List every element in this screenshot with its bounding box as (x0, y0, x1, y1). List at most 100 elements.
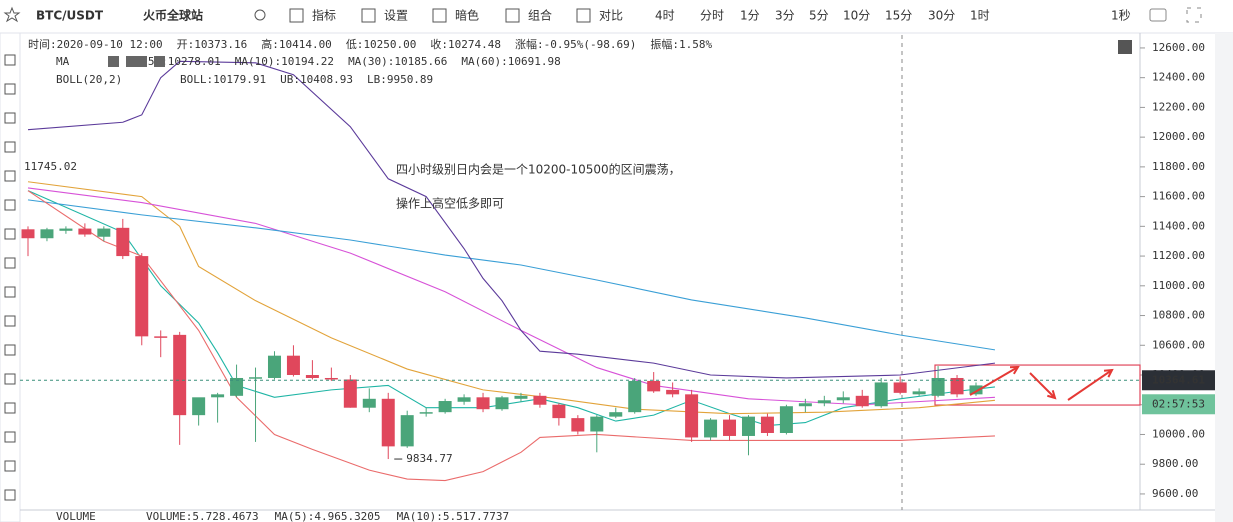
speed[interactable]: 1秒 (1111, 9, 1131, 23)
tool-icon[interactable] (4, 315, 16, 327)
star-icon[interactable] (3, 6, 21, 23)
tool-icon[interactable] (4, 286, 16, 298)
period[interactable]: 30分 (928, 9, 955, 23)
expand-icon[interactable] (1118, 40, 1132, 54)
tool-icon[interactable] (4, 489, 16, 501)
candle-body (741, 416, 755, 436)
volume-item: VOLUME:5.728.4673 (146, 510, 259, 522)
period[interactable]: 分时 (700, 9, 724, 23)
period[interactable]: 5分 (809, 9, 829, 23)
candle-body (874, 382, 888, 407)
fullscreen-icon[interactable] (1186, 7, 1202, 23)
countdown: 02:57:53 (1152, 397, 1205, 410)
candle-body (97, 228, 111, 237)
candle-body (912, 391, 926, 395)
side-panel (1215, 33, 1233, 522)
legend-item: MA(10):10194.22 (235, 55, 334, 68)
camera-icon[interactable] (1149, 8, 1167, 22)
info-label: 高: (261, 37, 279, 51)
menu-icon[interactable] (361, 8, 376, 23)
candle-body (855, 395, 869, 407)
min-label: 9834.77 (406, 452, 452, 465)
y-tick-label: 12200.00 (1152, 100, 1205, 113)
candle-body (647, 380, 661, 392)
candle-body (685, 394, 699, 438)
tool-icon[interactable] (4, 344, 16, 356)
candle-body (950, 377, 964, 395)
candle-body (40, 229, 54, 239)
tool-icon[interactable] (4, 54, 16, 66)
tool-icon[interactable] (4, 257, 16, 269)
legend-button[interactable] (126, 56, 137, 67)
tool-icon[interactable] (4, 460, 16, 472)
arrow (1067, 369, 1113, 401)
period[interactable]: 3分 (775, 9, 795, 23)
y-tick-label: 12000.00 (1152, 130, 1205, 143)
candle-body (476, 397, 490, 410)
info-value: 1.58% (679, 38, 712, 51)
indicator-name: BOLL(20,2) (56, 73, 122, 86)
menu-item[interactable]: 对比 (599, 9, 623, 23)
candle-body (836, 397, 850, 401)
tool-icon[interactable] (4, 141, 16, 153)
info-value: 10274.48 (448, 38, 501, 51)
arrow-head (1047, 390, 1057, 400)
candle-body (628, 380, 642, 413)
y-tick-label: 11800.00 (1152, 160, 1205, 173)
tool-icon[interactable] (4, 228, 16, 240)
tool-icon[interactable] (4, 431, 16, 443)
menu-icon[interactable] (432, 8, 447, 23)
candle-body (324, 377, 338, 380)
y-tick-label: 10800.00 (1152, 309, 1205, 322)
candle-body (343, 379, 357, 408)
candle-body (817, 400, 831, 404)
tool-icon[interactable] (4, 402, 16, 414)
period[interactable]: 4时 (655, 9, 675, 23)
menu-item[interactable]: 暗色 (455, 8, 479, 23)
legend-button[interactable] (136, 56, 147, 67)
menu-icon[interactable] (505, 8, 520, 23)
candle-body (438, 401, 452, 413)
tool-icon[interactable] (4, 112, 16, 124)
tool-icon[interactable] (4, 373, 16, 385)
indicator-line (27, 60, 996, 379)
candle-body (931, 377, 945, 396)
search-icon[interactable] (254, 9, 266, 21)
menu-item[interactable]: 设置 (384, 9, 408, 23)
menu-item[interactable]: 组合 (528, 8, 552, 23)
info-value: 10250.00 (363, 38, 416, 51)
tool-icon[interactable] (4, 83, 16, 95)
last-price: 10364.61 (1152, 373, 1205, 386)
candle-body (798, 403, 812, 407)
y-tick-label: 11400.00 (1152, 219, 1205, 232)
indicator-line (27, 181, 996, 415)
period[interactable]: 1时 (970, 9, 990, 23)
candle-body (969, 385, 983, 395)
tool-icon[interactable] (4, 199, 16, 211)
info-value: -0.95%(-98.69) (544, 38, 637, 51)
legend-button[interactable] (154, 56, 165, 67)
arrow-head (1009, 365, 1020, 375)
candle-body (419, 412, 433, 414)
period[interactable]: 1分 (740, 9, 760, 23)
period[interactable]: 10分 (843, 9, 870, 23)
period[interactable]: 15分 (885, 9, 912, 23)
menu-icon[interactable] (576, 8, 591, 23)
legend-item: LB:9950.89 (367, 73, 433, 86)
legend-button[interactable] (108, 56, 119, 67)
left-toolbar (0, 32, 21, 522)
tool-icon[interactable] (4, 170, 16, 182)
arrow (1029, 372, 1056, 399)
info-value: 10414.00 (279, 38, 332, 51)
annotation: 操作上高空低多即可 (396, 196, 504, 211)
legend-item: MA(30):10185.66 (348, 55, 447, 68)
y-tick-label: 11000.00 (1152, 279, 1205, 292)
candle-body (192, 397, 206, 416)
menu-icon[interactable] (289, 8, 304, 23)
y-tick-label: 10000.00 (1152, 427, 1205, 440)
candle-body (116, 227, 130, 257)
volume-item: MA(5):4.965.3205 (275, 510, 381, 522)
menu-item[interactable]: 指标 (312, 8, 336, 23)
candle-body (571, 418, 585, 432)
